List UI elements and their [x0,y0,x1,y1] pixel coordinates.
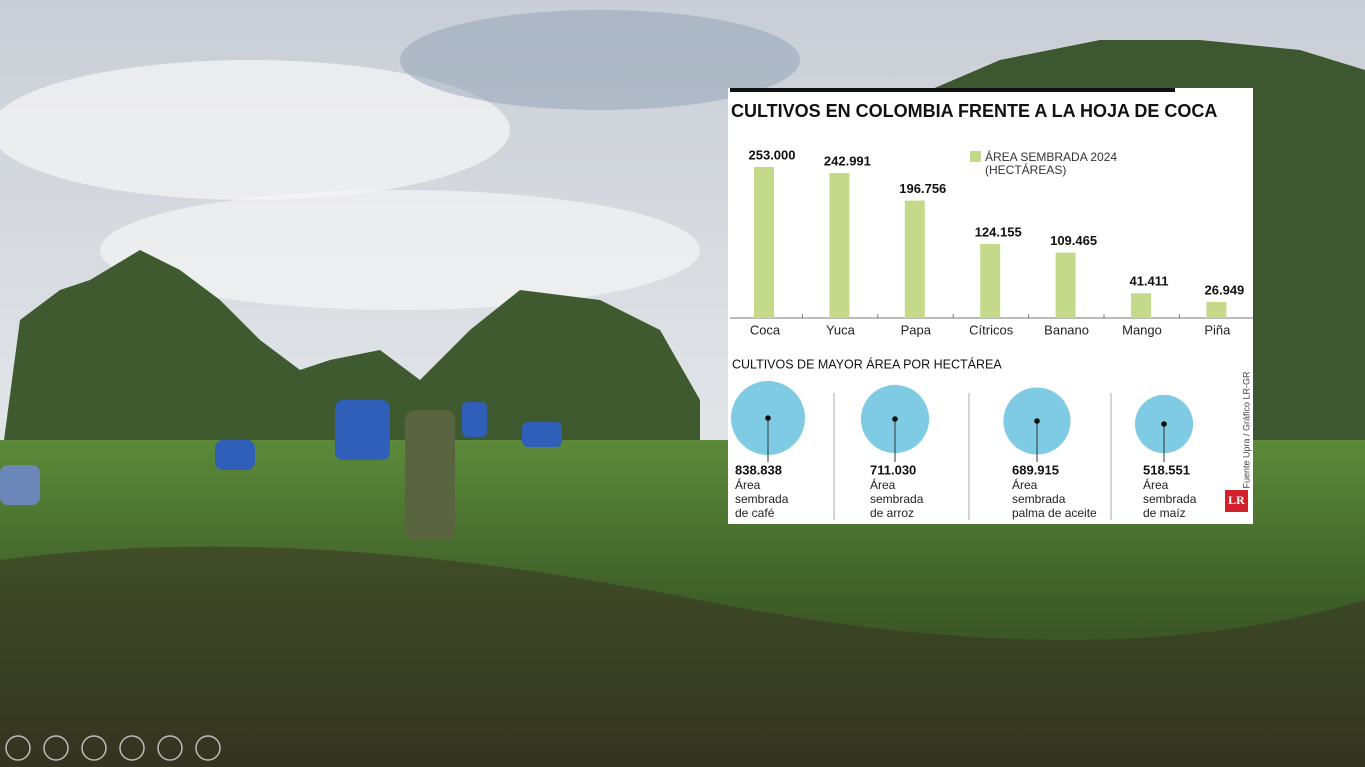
bar [829,172,850,318]
bubble-value-label: 838.838 [735,462,782,477]
infographic-title: CULTIVOS EN COLOMBIA FRENTE A LA HOJA DE… [731,101,1217,121]
pen-button[interactable] [81,735,107,761]
bubble-text: Área [1012,477,1038,492]
x-tick-label: Yuca [826,322,856,337]
slides-button[interactable] [119,735,145,761]
bubble-text: palma de aceite [1012,506,1097,520]
bar [754,167,774,318]
play-button[interactable] [43,735,69,761]
logo: LR [1228,493,1245,507]
prev-button[interactable] [5,735,31,761]
viewer-toolbar [5,735,221,761]
top-rule [730,88,1175,92]
x-tick-label: Cítricos [969,322,1014,337]
bar-value-label: 41.411 [1129,274,1168,289]
bar [1131,293,1151,318]
x-tick-label: Piña [1204,322,1231,337]
bar-value-label: 253.000 [749,147,796,162]
bubble-dot [892,416,898,422]
bubble-text: de café [735,506,775,520]
bubble-text: Área [870,477,896,492]
source: Fuente Upra / Gráfico LR-GR [1241,371,1251,489]
bubble-dot [1161,421,1167,427]
x-tick-label: Coca [750,322,781,337]
bar-value-label: 196.756 [899,181,946,196]
bubble-value-label: 689.915 [1012,462,1059,477]
bar-value-label: 109.465 [1050,233,1097,248]
bubble-text: Área [1143,477,1169,492]
bar-value-label: 26.949 [1205,282,1245,297]
bubble-value-label: 711.030 [870,462,916,477]
bar [1055,252,1076,318]
legend-text: (HECTÁREAS) [985,162,1066,177]
infographic: CULTIVOS EN COLOMBIA FRENTE A LA HOJA DE… [728,88,1253,524]
bubble-text: Área [735,477,761,492]
bubble-text: sembrada [870,492,924,506]
bar [904,200,925,318]
workers [0,400,562,505]
bubble-dot [765,415,771,421]
section-title: CULTIVOS DE MAYOR ÁREA POR HECTÁREA [732,356,1002,371]
zoom-button[interactable] [157,735,183,761]
bubble-text: de arroz [870,506,914,520]
bubble-text: sembrada [1143,492,1197,506]
bubble-dot [1034,418,1040,424]
x-tick-label: Papa [901,322,932,337]
bar-value-label: 124.155 [975,224,1022,239]
logo-box [1225,490,1248,512]
x-tick-label: Banano [1044,322,1089,337]
bubble-value-label: 518.551 [1143,462,1190,477]
bubble-text: sembrada [1012,492,1066,506]
bar [980,243,1001,318]
legend-swatch [970,151,981,162]
legend-text: ÁREA SEMBRADA 2024 [985,149,1117,164]
bubble-text: sembrada [735,492,789,506]
bar-value-label: 242.991 [824,153,871,168]
x-tick-label: Mango [1122,322,1162,337]
more-button[interactable] [195,735,221,761]
bubble-text: de maíz [1143,506,1186,520]
bar [1206,301,1227,318]
